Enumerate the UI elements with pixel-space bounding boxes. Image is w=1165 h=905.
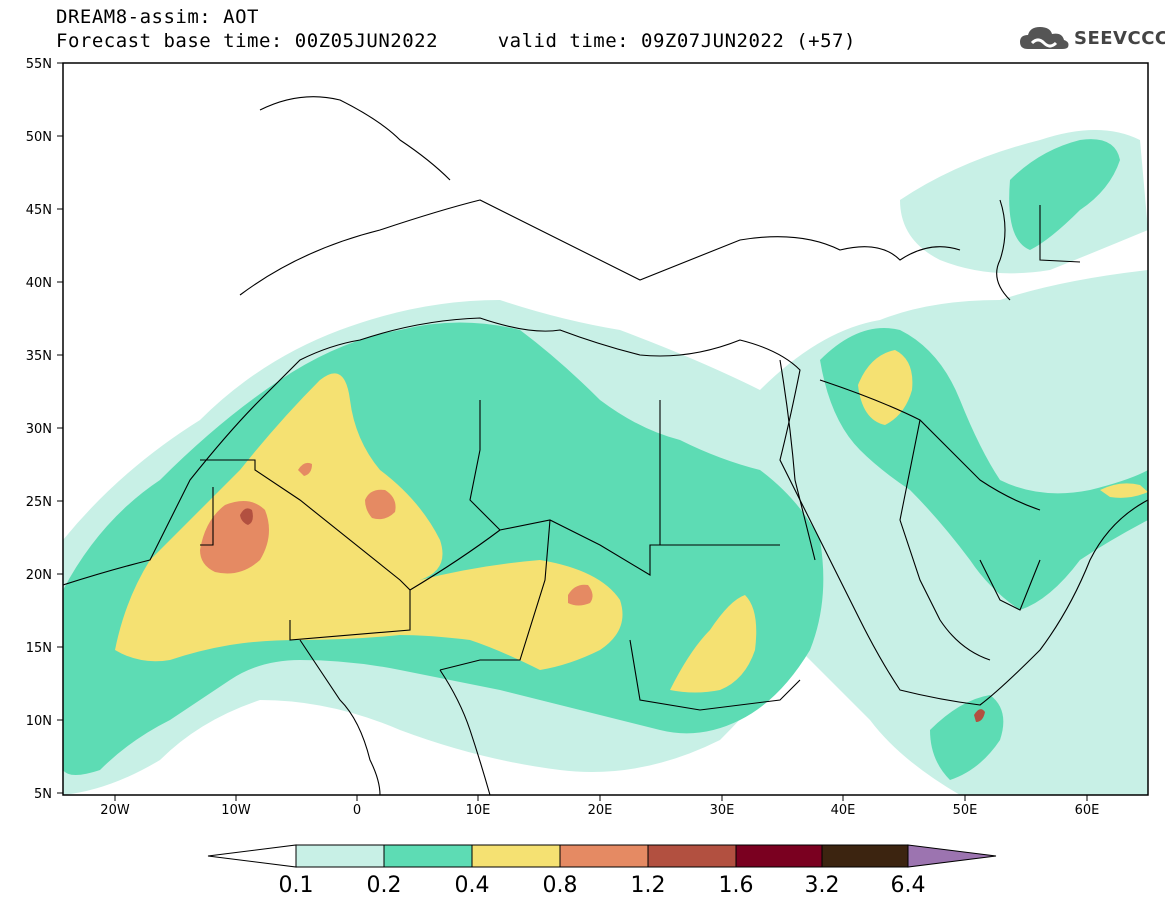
logo-text: SEEVCCC xyxy=(1074,27,1165,49)
lon-labels: 20W 10W 0 10E 20E 30E 40E 50E 60E xyxy=(100,803,1099,818)
plot-frame xyxy=(62,62,1149,796)
aot-band-very-high-somalia xyxy=(974,709,985,722)
aot-band-very-high xyxy=(240,508,253,525)
lat-label: 10N xyxy=(26,714,52,729)
colorbar-low-arrow xyxy=(207,844,297,868)
map-title: DREAM8-assim: AOT xyxy=(56,6,259,28)
colorbar-label: 0.1 xyxy=(279,873,314,898)
forecast-times: Forecast base time: 00Z05JUN2022 valid t… xyxy=(56,30,856,52)
lat-label: 25N xyxy=(26,495,52,510)
aot-contours xyxy=(63,130,1148,795)
aot-band-high-algeria xyxy=(365,489,396,520)
lat-labels: 55N 50N 45N 40N 35N 30N 25N 20N 15N 10N … xyxy=(26,57,52,802)
lat-label: 45N xyxy=(26,203,52,218)
colorbar-bin xyxy=(383,844,473,868)
aot-band-low-caspian xyxy=(1009,139,1120,250)
lat-label: 15N xyxy=(26,641,52,656)
lon-label: 30E xyxy=(710,803,735,818)
lat-label: 30N xyxy=(26,422,52,437)
lat-label: 40N xyxy=(26,276,52,291)
lon-label: 0 xyxy=(353,803,361,818)
aot-band-high-chad xyxy=(568,584,593,606)
cloud-icon xyxy=(1020,27,1069,49)
aot-band-medium xyxy=(115,373,623,670)
lon-label: 40E xyxy=(831,803,856,818)
colorbar-label: 0.2 xyxy=(367,873,402,898)
colorbar-bin xyxy=(647,844,737,868)
colorbar-label: 0.4 xyxy=(455,873,490,898)
colorbar: 0.1 0.2 0.4 0.8 1.2 1.6 3.2 6.4 xyxy=(207,844,997,898)
lon-label: 60E xyxy=(1075,803,1100,818)
aot-band-medium-iraq xyxy=(858,350,913,425)
aot-band-medium-sudan xyxy=(670,595,757,693)
lat-axis xyxy=(57,62,63,794)
lat-label: 35N xyxy=(26,349,52,364)
lat-label: 5N xyxy=(34,787,52,802)
colorbar-label: 1.2 xyxy=(631,873,666,898)
coastlines xyxy=(63,96,1148,795)
seevccc-logo: SEEVCCC xyxy=(1018,22,1165,54)
aot-band-low-somalia xyxy=(930,695,1004,780)
lon-label: 10E xyxy=(466,803,491,818)
aot-band-medium-gulf xyxy=(1100,483,1148,498)
lat-label: 50N xyxy=(26,130,52,145)
colorbar-label: 3.2 xyxy=(805,873,840,898)
lon-label: 10W xyxy=(221,803,251,818)
colorbar-bin xyxy=(471,844,561,868)
colorbar-bin xyxy=(295,844,385,868)
colorbar-label: 1.6 xyxy=(719,873,754,898)
colorbar-bin xyxy=(559,844,649,868)
lon-label: 20W xyxy=(100,803,130,818)
lon-axis xyxy=(114,795,1088,801)
lon-label: 50E xyxy=(953,803,978,818)
lon-label: 20E xyxy=(588,803,613,818)
colorbar-high-arrow xyxy=(907,844,997,868)
colorbar-label: 6.4 xyxy=(891,873,926,898)
lat-label: 55N xyxy=(26,57,52,72)
colorbar-bin xyxy=(735,844,823,868)
colorbar-bin xyxy=(821,844,909,868)
lat-label: 20N xyxy=(26,568,52,583)
colorbar-label: 0.8 xyxy=(543,873,578,898)
aot-band-high-small xyxy=(298,462,312,476)
